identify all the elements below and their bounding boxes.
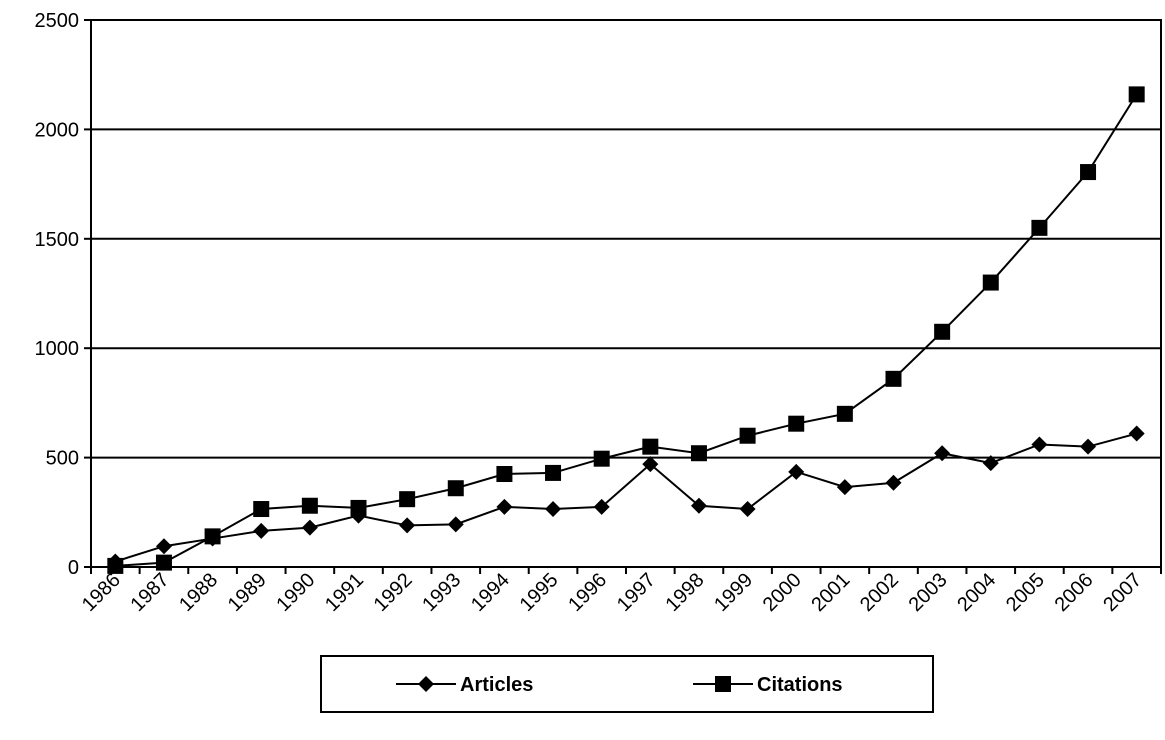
y-tick-label: 0 [68,557,79,579]
data-point [447,480,464,497]
data-point [836,405,853,422]
data-point [1031,436,1048,453]
data-point [934,445,951,462]
legend: Articles Citations [320,655,934,713]
data-point [690,445,707,462]
y-tick-label: 500 [46,448,79,470]
x-tick-label: 1996 [564,569,611,616]
data-point [739,427,756,444]
y-tick-label: 1500 [35,229,80,251]
x-tick-label: 1997 [613,569,660,616]
data-point [934,323,951,340]
x-tick-label: 1998 [661,569,708,616]
x-tick-label: 1987 [126,569,173,616]
data-point [885,474,902,491]
x-axis: 1986 1987 1988 1989 1990 1991 1992 1993 1994 1995… [78,567,1162,616]
x-tick-label: 1988 [175,569,222,616]
legend-label: Citations [757,674,843,696]
data-point [788,463,805,480]
series-citations [107,86,1145,574]
data-point [1128,425,1145,442]
legend-items: Articles Citations [396,674,843,696]
x-tick-label: 2002 [856,569,903,616]
x-tick-label: 1990 [272,569,319,616]
y-tick-label: 2500 [35,10,80,32]
series-line [115,432,1137,563]
data-point [204,528,221,545]
data-point [690,497,707,514]
x-tick-label: 1995 [516,569,563,616]
data-point [836,479,853,496]
data-point [496,498,513,515]
legend-label: Articles [460,674,533,696]
y-tick-label: 2000 [35,119,80,141]
x-tick-label: 1994 [467,569,514,616]
data-point [301,519,318,536]
x-tick-label: 1999 [710,569,757,616]
data-point [447,516,464,533]
data-point [545,464,562,481]
data-point [155,554,172,571]
data-point [350,499,367,516]
data-point [399,491,416,508]
legend-item-citations: Citations [693,674,843,696]
x-tick-label: 2004 [953,569,1000,616]
data-point [982,455,999,472]
data-point [1080,164,1097,181]
x-tick-label: 2001 [807,569,854,616]
series-group [107,86,1145,574]
data-point [739,501,756,518]
gridlines [91,128,1161,459]
y-axis: 0 500 1000 1500 2000 2500 [35,10,91,579]
data-point [982,274,999,291]
data-point [496,466,513,483]
data-point [593,498,610,515]
x-tick-label: 1992 [370,569,417,616]
data-point [788,415,805,432]
data-point [642,438,659,455]
y-tick-label: 1000 [35,338,80,360]
data-point [1031,219,1048,236]
data-point [1080,438,1097,455]
legend-marker [715,676,731,692]
data-point [107,557,124,574]
data-point [545,501,562,518]
x-tick-label: 1986 [78,569,125,616]
x-tick-label: 2000 [759,569,806,616]
data-point [253,501,270,518]
x-tick-label: 1991 [321,569,368,616]
data-point [593,450,610,467]
data-point [1128,86,1145,103]
data-point [399,517,416,534]
legend-item-articles: Articles [396,674,533,696]
x-tick-label: 2007 [1099,569,1146,616]
data-point [885,370,902,387]
x-tick-label: 2003 [905,569,952,616]
data-point [253,522,270,539]
series-articles [107,425,1145,570]
data-point [642,456,659,473]
series-line [115,93,1138,567]
x-tick-label: 2006 [1051,569,1098,616]
x-tick-label: 2005 [1002,569,1049,616]
legend-marker [418,676,434,692]
x-tick-label: 1989 [224,569,271,616]
x-tick-label: 1993 [418,569,465,616]
data-point [155,538,172,555]
data-point [301,497,318,514]
